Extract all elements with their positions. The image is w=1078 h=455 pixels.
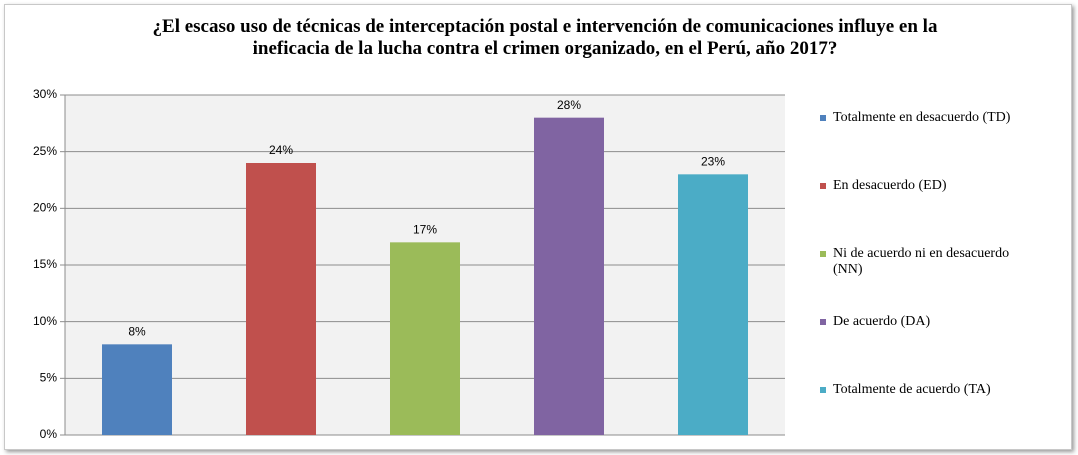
y-tick-label: 25% [33, 144, 57, 158]
legend-label: Ni de acuerdo ni en desacuerdo (NN) [833, 246, 1010, 277]
bar [246, 163, 316, 435]
y-tick-label: 0% [40, 427, 58, 441]
legend-label: Totalmente de acuerdo (TA) [833, 382, 991, 397]
legend-item: Totalmente de acuerdo (TA) [820, 382, 1073, 398]
legend-key [820, 115, 826, 121]
y-tick-label: 10% [33, 314, 57, 328]
legend-key [820, 387, 826, 393]
data-label: 23% [701, 155, 725, 169]
y-tick-label: 20% [33, 201, 57, 215]
legend-item: Totalmente en desacuerdo (TD) [820, 110, 1073, 126]
y-tick-label: 30% [33, 87, 57, 101]
legend-key [820, 251, 826, 257]
legend-item: Ni de acuerdo ni en desacuerdo (NN) [820, 246, 1073, 278]
data-label: 17% [413, 223, 437, 237]
legend-key [820, 183, 826, 189]
chart-title: ¿El escaso uso de técnicas de intercepta… [152, 16, 938, 59]
bar [102, 344, 172, 435]
y-tick-label: 15% [33, 257, 57, 271]
legend-label: Totalmente en desacuerdo (TD) [833, 110, 1011, 125]
bar [390, 242, 460, 435]
legend-label: En desacuerdo (ED) [833, 178, 947, 193]
data-label: 24% [269, 143, 293, 157]
legend-item: En desacuerdo (ED) [820, 178, 1073, 194]
data-label: 28% [557, 98, 581, 112]
data-label: 8% [128, 325, 146, 339]
legend-label: De acuerdo (DA) [833, 314, 931, 329]
y-tick-label: 5% [40, 371, 58, 385]
legend-key [820, 319, 826, 325]
bar [534, 117, 604, 436]
bar [678, 174, 748, 436]
legend-item: De acuerdo (DA) [820, 314, 1073, 330]
